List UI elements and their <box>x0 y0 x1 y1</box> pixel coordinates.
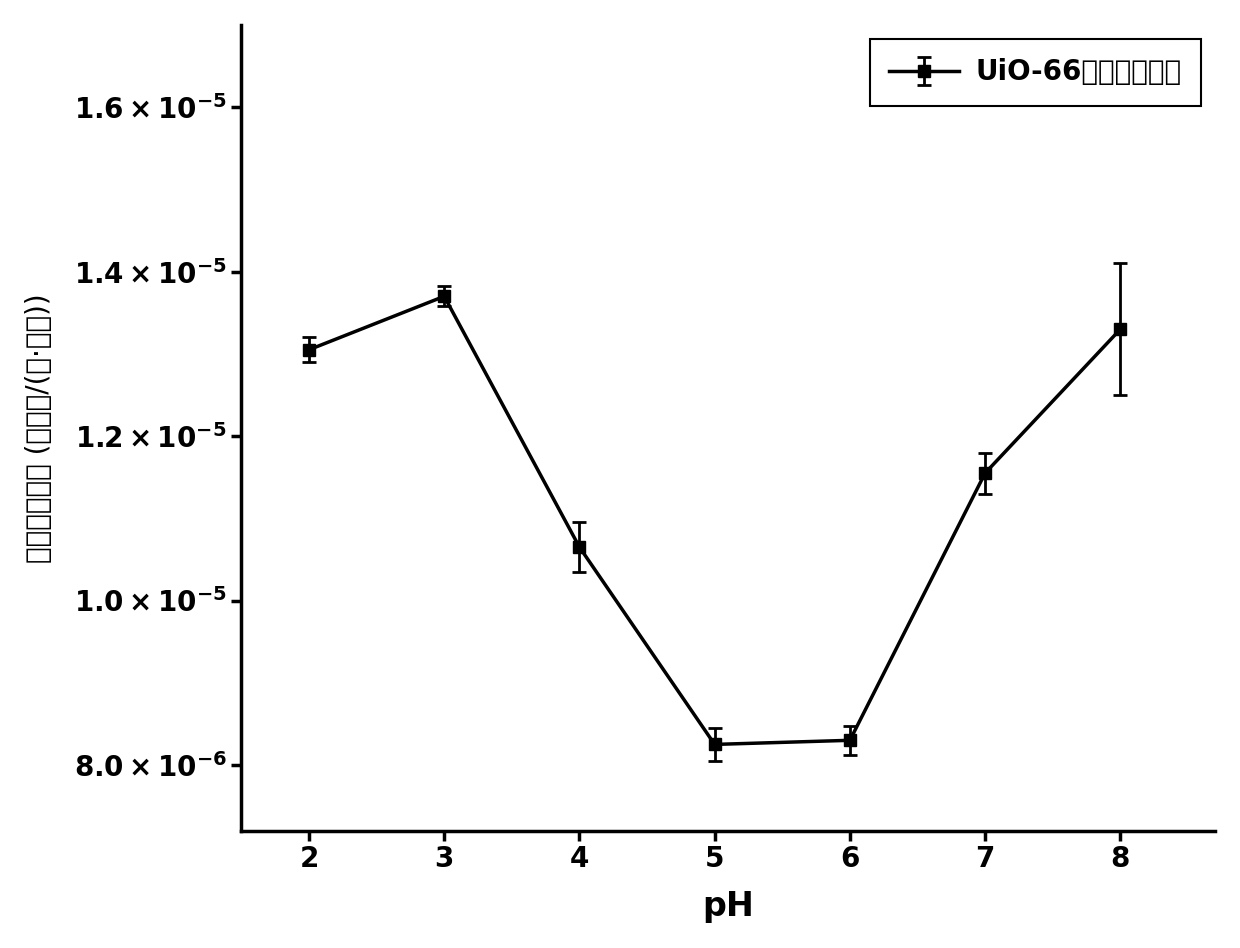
Y-axis label: 催化反应速率 (毫摩尔/(升·分钟)): 催化反应速率 (毫摩尔/(升·分钟)) <box>25 293 53 563</box>
X-axis label: pH: pH <box>702 890 754 923</box>
Legend: UiO-66的模拟酶活性: UiO-66的模拟酶活性 <box>870 39 1202 106</box>
